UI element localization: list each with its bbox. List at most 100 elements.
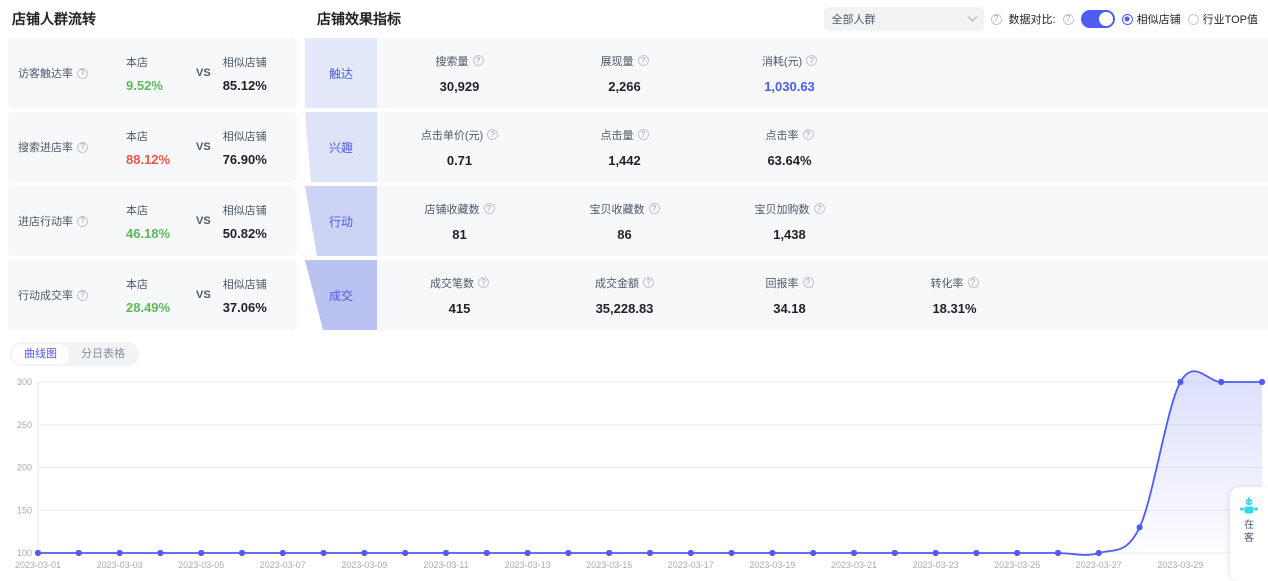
x-tick-label: 2023-03-19 [749, 560, 795, 570]
data-point[interactable] [1014, 549, 1021, 557]
rate-peer-value: 37.06% [222, 299, 267, 315]
data-point[interactable] [320, 549, 327, 557]
rate-peer-label: 相似店铺 [222, 204, 267, 217]
view-tab-0[interactable]: 曲线图 [12, 344, 69, 364]
stage-label: 兴趣 [328, 140, 353, 155]
metric-item[interactable]: 搜索量 ? 30,929 [377, 53, 542, 94]
data-point[interactable] [483, 549, 490, 557]
help-icon-compare-inner[interactable]: ? [1062, 13, 1074, 25]
metric-label-row: 成交笔数 ? [377, 275, 542, 291]
data-point[interactable] [565, 549, 572, 557]
data-point[interactable] [728, 549, 735, 557]
metric-label: 点击量 [600, 129, 634, 142]
data-point[interactable] [850, 549, 858, 557]
metric-item[interactable]: 回报率 ? 34.18 [707, 275, 872, 316]
data-point[interactable] [361, 549, 368, 557]
metric-item[interactable]: 店铺收藏数 ? 81 [377, 201, 542, 242]
rate-card: 访客触达率 ? 本店 9.52% VS 相似店铺 85.12% [8, 38, 297, 108]
help-icon[interactable]: ? [802, 129, 814, 140]
help-icon[interactable]: ? [637, 55, 649, 66]
data-point[interactable] [157, 549, 164, 557]
help-icon[interactable]: ? [472, 55, 484, 66]
trend-chart[interactable]: 100 150 200 250 300 2023-03-01 2023-03-03 2023… [0, 370, 1268, 581]
help-icon[interactable]: ? [643, 277, 654, 288]
x-tick-label: 2023-03-13 [505, 560, 551, 570]
metric-value: 35,228.83 [595, 300, 654, 316]
stage-chip[interactable]: 成交 [305, 260, 377, 330]
data-point[interactable] [1258, 378, 1266, 386]
view-tabs[interactable]: 曲线图 分日表格 [10, 342, 139, 366]
funnel-row: 触达 搜索量 ? 30,929 展现量 ? 2,266 [305, 38, 1268, 108]
metric-item[interactable]: 点击率 ? 63.64% [707, 127, 872, 168]
stage-chip[interactable]: 触达 [305, 38, 377, 108]
x-tick-label: 2023-03-29 [1157, 560, 1203, 570]
help-icon[interactable]: ? [967, 277, 979, 288]
metric-item[interactable]: 宝贝收藏数 ? 86 [542, 201, 707, 242]
data-point[interactable] [1218, 378, 1225, 386]
online-service-widget[interactable]: 在 客 [1230, 487, 1268, 581]
y-tick-label: 250 [17, 420, 32, 430]
data-point[interactable] [687, 549, 694, 557]
data-point[interactable] [1136, 524, 1143, 531]
radio-peer-shop[interactable]: 相似店铺 [1121, 11, 1181, 27]
data-point[interactable] [402, 549, 409, 557]
data-point[interactable] [769, 549, 776, 557]
data-point[interactable] [279, 549, 286, 557]
stage-chip[interactable]: 行动 [305, 186, 377, 256]
service-line2: 客 [1244, 533, 1254, 544]
data-point[interactable] [1054, 549, 1062, 557]
data-point[interactable] [606, 549, 613, 557]
compare-toggle[interactable] [1080, 10, 1115, 28]
metric-item[interactable]: 转化率 ? 18.31% [872, 275, 1037, 316]
help-icon[interactable]: ? [483, 203, 495, 214]
metric-item[interactable]: 宝贝加购数 ? 1,438 [707, 201, 872, 242]
metric-item[interactable]: 成交笔数 ? 415 [377, 275, 542, 316]
metric-item[interactable]: 点击量 ? 1,442 [542, 127, 707, 168]
metric-item[interactable]: 展现量 ? 2,266 [542, 53, 707, 94]
data-point[interactable] [1095, 549, 1102, 557]
radio-industry-top[interactable]: 行业TOP值 [1187, 11, 1258, 27]
metric-item[interactable]: 成交金额 ? 35,228.83 [542, 275, 707, 316]
x-tick-label: 2023-03-05 [178, 560, 224, 570]
metric-value: 34.18 [773, 300, 806, 316]
data-point[interactable] [646, 549, 654, 557]
data-point[interactable] [891, 549, 898, 557]
data-point[interactable] [116, 549, 123, 557]
help-icon[interactable]: ? [802, 277, 814, 288]
help-icon[interactable]: ? [806, 55, 818, 66]
help-icon[interactable]: ? [77, 141, 88, 153]
rate-card-label: 访客触达率 [18, 68, 73, 80]
help-icon-compare-outer[interactable]: ? [990, 13, 1002, 25]
data-point[interactable] [973, 549, 980, 557]
help-icon[interactable]: ? [77, 289, 88, 301]
stage-chip[interactable]: 兴趣 [305, 112, 377, 182]
metric-item[interactable]: 点击单价(元) ? 0.71 [377, 127, 542, 168]
help-icon[interactable]: ? [648, 203, 660, 214]
metric-item[interactable]: 消耗(元) ? 1,030.63 [707, 53, 872, 94]
rate-card: 进店行动率 ? 本店 46.18% VS 相似店铺 50.82% [8, 186, 297, 256]
help-icon[interactable]: ? [478, 277, 489, 288]
crowd-select[interactable]: 全部人群 [823, 7, 984, 31]
data-point[interactable] [34, 549, 42, 557]
help-icon[interactable]: ? [77, 215, 88, 227]
data-point[interactable] [198, 549, 205, 557]
data-point[interactable] [75, 549, 82, 557]
data-point[interactable] [1177, 378, 1184, 386]
help-icon[interactable]: ? [487, 129, 499, 140]
vs-label: VS [196, 67, 211, 79]
data-point[interactable] [932, 549, 939, 557]
data-point[interactable] [524, 549, 531, 557]
rate-card-list: 访客触达率 ? 本店 9.52% VS 相似店铺 85.12% 搜索进店率 ? … [0, 38, 305, 330]
rate-card-name: 搜索进店率 ? [18, 139, 126, 155]
help-icon[interactable]: ? [77, 67, 88, 79]
data-point[interactable] [442, 549, 450, 557]
data-point[interactable] [810, 549, 817, 557]
help-icon[interactable]: ? [813, 203, 825, 214]
data-point[interactable] [238, 549, 246, 557]
rate-peer-value: 85.12% [222, 77, 267, 93]
rate-peer-label: 相似店铺 [222, 56, 267, 69]
help-icon[interactable]: ? [637, 129, 649, 140]
view-tab-1[interactable]: 分日表格 [81, 348, 125, 360]
x-tick-label: 2023-03-17 [668, 560, 714, 570]
